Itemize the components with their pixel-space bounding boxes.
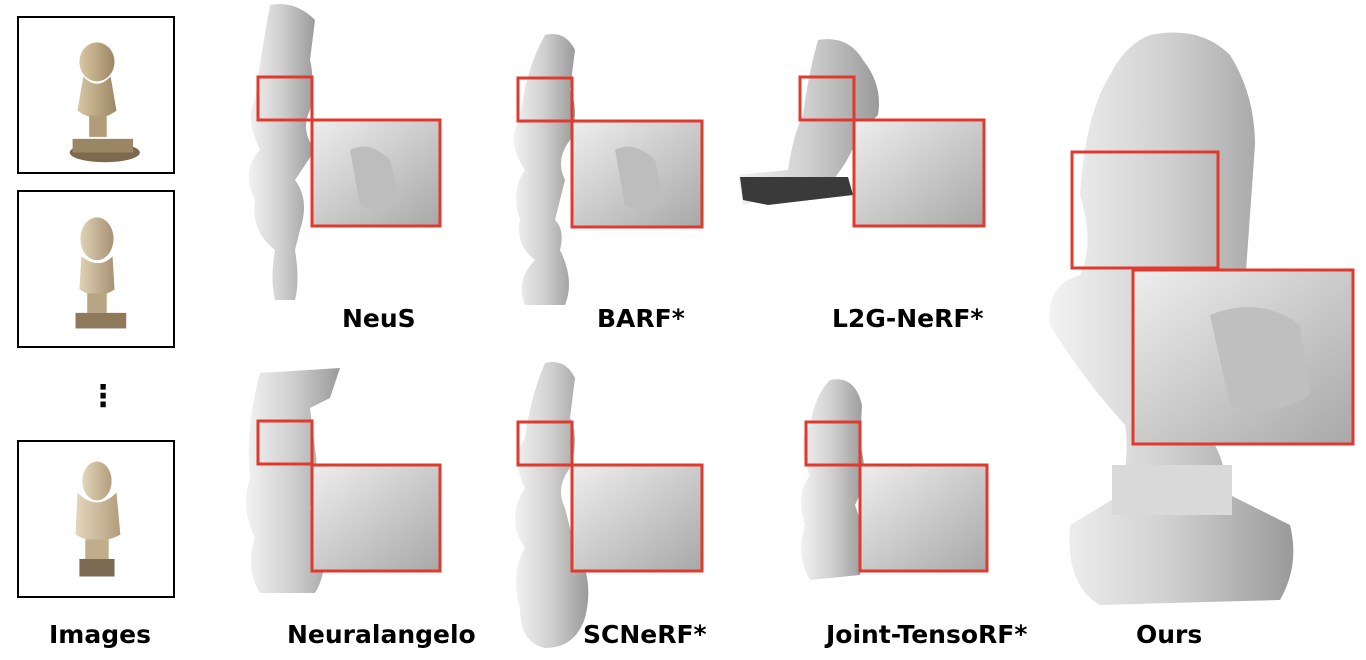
barf-label: BARF* — [597, 304, 685, 333]
bust-photo-3 — [19, 442, 173, 596]
joint-tensorf-mesh — [801, 379, 864, 580]
more-images-ellipsis: ⋮ — [88, 392, 118, 402]
neus-reconstruction — [240, 0, 450, 305]
neuralangelo-label: Neuralangelo — [287, 620, 476, 649]
neus-label: NeuS — [342, 304, 416, 333]
bust-photo-2 — [19, 192, 173, 346]
neuralangelo-reconstruction — [240, 368, 450, 598]
joint-tensorf-reconstruction — [790, 375, 990, 590]
barf-mesh — [514, 34, 575, 305]
joint-tensorf-label: Joint-TensoRF* — [826, 620, 1027, 649]
input-image-2 — [17, 190, 175, 348]
ours-reconstruction — [1040, 25, 1356, 610]
bust-photo-1 — [19, 18, 173, 172]
scnerf-label: SCNeRF* — [583, 620, 707, 649]
joint-tensorf-zoom-box — [860, 465, 987, 571]
neuralangelo-zoom-box — [312, 465, 440, 571]
ours-label: Ours — [1136, 620, 1202, 649]
barf-reconstruction — [505, 30, 705, 310]
scnerf-zoom-box — [572, 465, 702, 571]
input-image-1 — [17, 16, 175, 174]
l2g-label: L2G-NeRF* — [832, 304, 984, 333]
images-label: Images — [49, 620, 151, 649]
scnerf-reconstruction — [505, 358, 705, 653]
l2g-reconstruction — [738, 35, 988, 230]
neus-mesh — [249, 4, 315, 300]
input-image-3 — [17, 440, 175, 598]
l2g-zoom-box — [854, 120, 984, 226]
